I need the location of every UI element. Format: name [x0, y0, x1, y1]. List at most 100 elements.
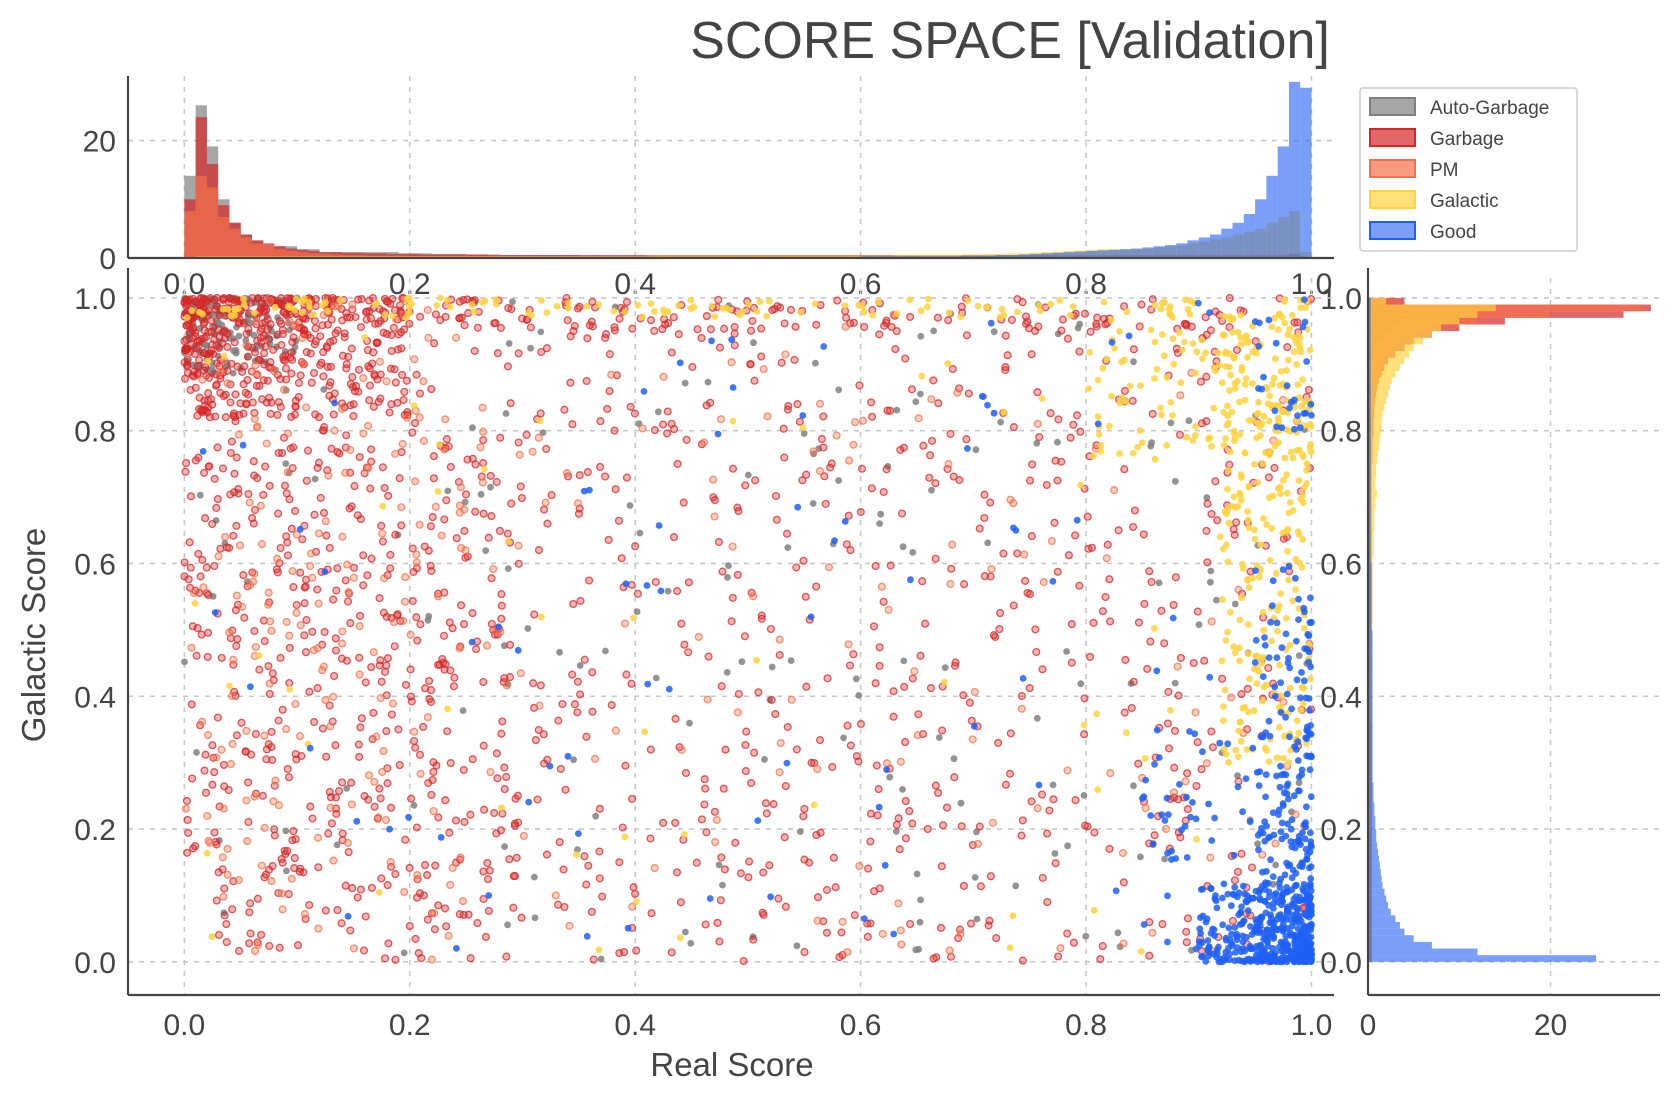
point-garbage-5-754 — [1086, 327, 1095, 336]
point-galactic-10-229 — [1235, 727, 1243, 735]
right-hist-bar-good-25 — [1368, 789, 1374, 796]
point-auto-garbage-1-83 — [973, 915, 981, 923]
point-garbage-5-237 — [855, 381, 864, 390]
point-galactic-11-127 — [1181, 338, 1188, 346]
point-garbage-5-118 — [632, 946, 641, 955]
point-garbage-2-295 — [342, 364, 351, 373]
point-garbage-5-342 — [672, 868, 682, 877]
point-good-15-50 — [1283, 910, 1291, 918]
point-garbage-5-260 — [429, 452, 438, 461]
point-pm-6-55 — [256, 501, 265, 510]
point-garbage-5-684 — [957, 302, 966, 311]
point-galactic-12-41 — [1177, 379, 1185, 387]
point-garbage-5-830 — [1232, 345, 1241, 355]
point-garbage-5-430 — [646, 834, 655, 843]
point-garbage-4-110 — [298, 535, 307, 544]
point-garbage-5-621 — [356, 723, 365, 732]
point-garbage-3-144 — [257, 304, 266, 313]
point-pm-7-167 — [260, 823, 269, 832]
point-garbage-5-181 — [1120, 708, 1129, 717]
point-auto-garbage-1-34 — [181, 658, 188, 666]
point-garbage-4-250 — [287, 524, 296, 533]
point-garbage-4-19 — [386, 803, 396, 812]
point-garbage-5-741 — [986, 498, 995, 507]
point-garbage-5-827 — [580, 852, 589, 861]
point-garbage-5-20 — [570, 700, 579, 709]
point-pm-7-75 — [1161, 824, 1171, 833]
point-garbage-2-53 — [294, 378, 303, 388]
point-auto-garbage-1-137 — [840, 734, 847, 742]
point-garbage-4-143 — [276, 653, 285, 662]
right-hist-bar-good-68 — [1368, 503, 1371, 511]
point-pm-7-121 — [343, 838, 352, 847]
point-pm-7-47 — [282, 725, 291, 734]
point-pm-6-57 — [448, 863, 457, 872]
point-garbage-5-147 — [514, 349, 523, 358]
point-garbage-5-37 — [1063, 929, 1072, 938]
point-good-17-48 — [211, 609, 219, 616]
point-garbage-5-582 — [534, 546, 543, 555]
point-galactic-10-97 — [1289, 597, 1297, 605]
point-good-17-1 — [643, 582, 651, 589]
point-galactic-8-31 — [389, 312, 397, 320]
point-garbage-5-506 — [1237, 849, 1246, 858]
point-galactic-12-32 — [361, 334, 369, 341]
point-garbage-5-865 — [443, 727, 452, 736]
point-galactic-11-73 — [1220, 441, 1228, 449]
point-garbage-5-255 — [828, 762, 837, 772]
point-garbage-5-318 — [434, 901, 443, 910]
legend-swatch-pm — [1369, 159, 1416, 178]
right-hist-bar-good-0 — [1368, 955, 1597, 962]
point-garbage-5-407 — [739, 956, 748, 966]
point-pm-7-130 — [406, 630, 415, 639]
point-garbage-5-311 — [487, 574, 496, 583]
point-garbage-2-302 — [212, 302, 221, 311]
point-garbage-5-589 — [1264, 663, 1273, 673]
point-garbage-4-278 — [181, 467, 190, 476]
point-pm-6-141 — [292, 608, 301, 617]
point-garbage-5-427 — [473, 323, 482, 332]
point-garbage-5-320 — [733, 570, 742, 579]
point-galactic-9-48 — [1036, 307, 1044, 315]
point-galactic-8-40 — [232, 306, 240, 313]
point-galactic-12-20 — [1038, 395, 1046, 402]
legend-swatch-galactic — [1369, 190, 1416, 209]
right-hist-bar-good-59 — [1368, 563, 1372, 571]
point-galactic-9-30 — [957, 313, 965, 321]
point-galactic-9-33 — [893, 310, 901, 317]
point-galactic-10-258 — [1290, 333, 1298, 341]
point-garbage-5-570 — [542, 444, 551, 453]
point-garbage-5-703 — [734, 689, 743, 699]
point-garbage-5-599 — [1032, 647, 1041, 657]
point-good-15-30 — [1240, 917, 1248, 924]
point-garbage-5-720 — [506, 399, 515, 408]
point-garbage-5-803 — [891, 345, 900, 354]
point-garbage-3-41 — [1013, 295, 1022, 304]
point-garbage-5-266 — [416, 620, 425, 629]
point-garbage-4-137 — [219, 760, 228, 769]
point-pm-7-144 — [1119, 939, 1128, 948]
point-pm-6-103 — [338, 532, 347, 541]
point-pm-6-6 — [427, 955, 436, 964]
point-garbage-2-262 — [350, 387, 359, 396]
point-garbage-5-267 — [239, 571, 248, 580]
point-pm-7-158 — [1006, 495, 1015, 504]
point-galactic-10-117 — [1307, 423, 1315, 430]
point-good-15-1 — [1216, 739, 1224, 747]
point-garbage-5-731 — [894, 814, 903, 823]
point-good-14-17 — [1292, 637, 1300, 645]
point-garbage-5-30 — [361, 912, 370, 921]
point-pm-7-119 — [398, 439, 407, 448]
point-pm-6-76 — [423, 713, 432, 722]
point-garbage-3-132 — [224, 298, 234, 307]
point-garbage-5-580 — [337, 919, 346, 928]
point-garbage-4-223 — [210, 561, 219, 571]
point-pm-7-5 — [884, 605, 893, 614]
point-garbage-5-174 — [842, 540, 851, 549]
point-galactic-9-25 — [874, 298, 882, 306]
right-hist-bar-good-98 — [1368, 304, 1371, 312]
point-garbage-5-350 — [995, 624, 1004, 634]
point-auto-garbage-1-155 — [899, 543, 907, 551]
point-galactic-11-97 — [1210, 364, 1218, 371]
point-good-17-63 — [807, 613, 815, 621]
